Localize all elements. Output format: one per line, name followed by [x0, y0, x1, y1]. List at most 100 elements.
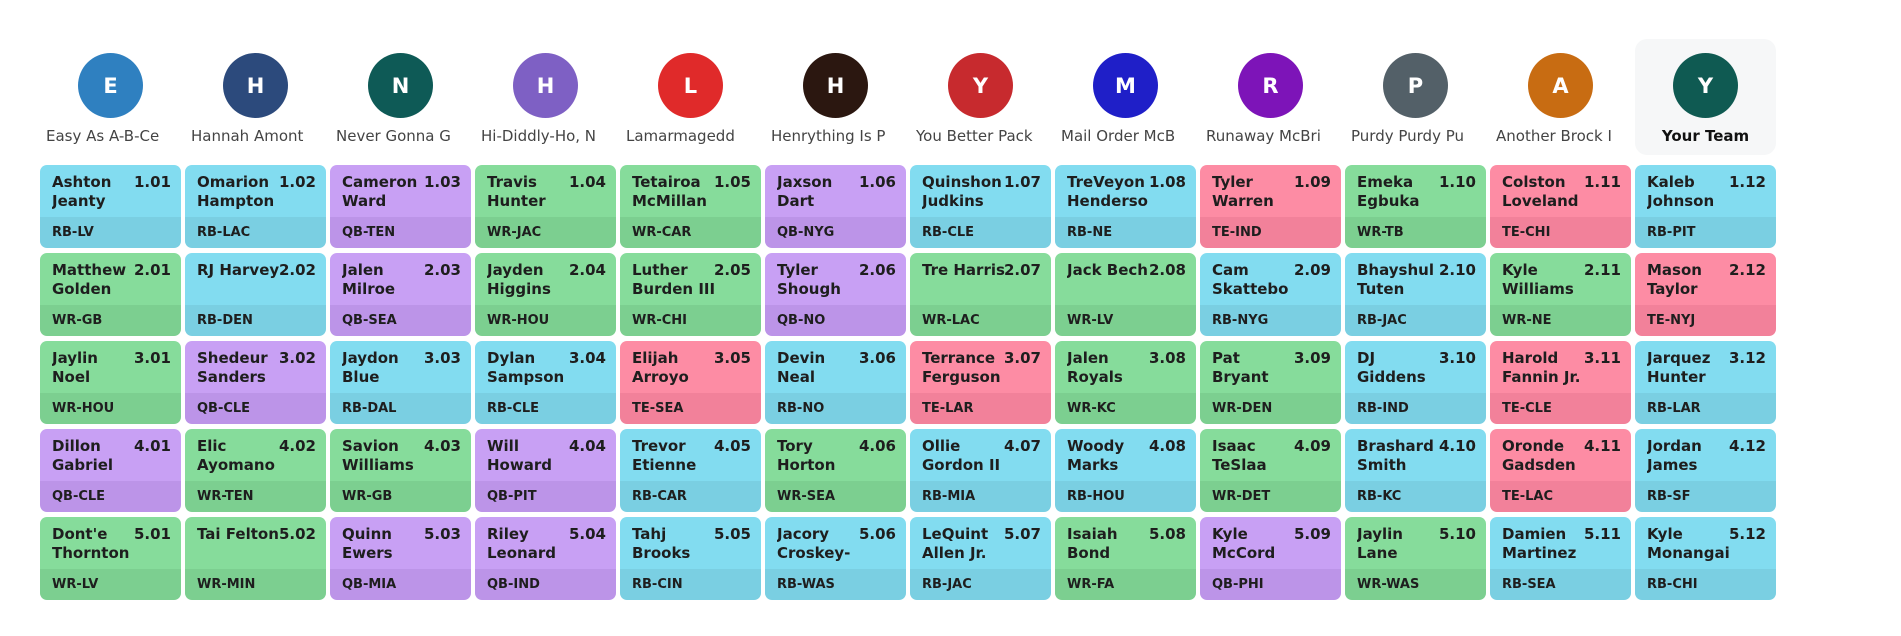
- pick-card[interactable]: Quinshon Judkins 1.07 RB-CLE: [910, 165, 1051, 248]
- player-position-team: WR-DEN: [1212, 401, 1273, 416]
- pick-card[interactable]: Brashard Smith 4.10 RB-KC: [1345, 429, 1486, 512]
- pick-card[interactable]: TreVeyon Henderson1.08 RB-NE: [1055, 165, 1196, 248]
- pick-card-top: [910, 429, 1051, 481]
- team-column-header[interactable]: H Hi-Diddly-Ho, N: [475, 39, 616, 155]
- pick-card[interactable]: Jalen Milroe 2.03 QB-SEA: [330, 253, 471, 336]
- pick-card[interactable]: Cam Skattebo 2.09 RB-NYG: [1200, 253, 1341, 336]
- pick-card[interactable]: Isaac TeSlaa 4.09 WR-DET: [1200, 429, 1341, 512]
- pick-card[interactable]: Jaylin Lane 5.10 WR-WAS: [1345, 517, 1486, 600]
- pick-card[interactable]: Jack Bech 2.08 WR-LV: [1055, 253, 1196, 336]
- pick-card[interactable]: Woody Marks 4.08 RB-HOU: [1055, 429, 1196, 512]
- team-column-header[interactable]: E Easy As A-B-Ce: [40, 39, 181, 155]
- pick-card[interactable]: Tyler Warren 1.09 TE-IND: [1200, 165, 1341, 248]
- player-position-team: RB-LAR: [1647, 401, 1701, 416]
- pick-card[interactable]: Jacory Croskey-M 5.06 RB-WAS: [765, 517, 906, 600]
- pick-card[interactable]: Quinn Ewers 5.03 QB-MIA: [330, 517, 471, 600]
- team-column-header[interactable]: Y Your Team: [1635, 39, 1776, 155]
- pick-card[interactable]: Pat Bryant 3.09 WR-DEN: [1200, 341, 1341, 424]
- player-name: Quinshon Judkins: [922, 173, 1002, 210]
- pick-number: 3.04: [568, 349, 606, 367]
- player-position-team: WR-LAC: [922, 313, 980, 328]
- player-position-team: RB-LV: [52, 225, 94, 240]
- pick-card-footer: [1635, 481, 1776, 512]
- pick-card-top: [185, 429, 326, 481]
- pick-card[interactable]: Elic Ayomanor4.02 WR-TEN: [185, 429, 326, 512]
- pick-card[interactable]: Jarquez Hunter 3.12 RB-LAR: [1635, 341, 1776, 424]
- team-column-header[interactable]: H Hannah Amont: [185, 39, 326, 155]
- team-column-header[interactable]: A Another Brock I: [1490, 39, 1631, 155]
- pick-card[interactable]: Savion Williams 4.03 WR-GB: [330, 429, 471, 512]
- pick-card[interactable]: Oronde Gadsden II 4.11 TE-LAC: [1490, 429, 1631, 512]
- pick-card[interactable]: Kaleb Johnson 1.12 RB-PIT: [1635, 165, 1776, 248]
- pick-card-top: [1635, 253, 1776, 305]
- pick-card[interactable]: Jayden Higgins 2.04 WR-HOU: [475, 253, 616, 336]
- pick-card[interactable]: Tyler Shough 2.06 QB-NO: [765, 253, 906, 336]
- team-column-header[interactable]: N Never Gonna G: [330, 39, 471, 155]
- player-position-team: RB-HOU: [1067, 489, 1125, 504]
- pick-card[interactable]: Cameron Ward 1.03 QB-TEN: [330, 165, 471, 248]
- pick-card[interactable]: Dylan Sampson 3.04 RB-CLE: [475, 341, 616, 424]
- pick-card[interactable]: Damien Martinez 5.11 RB-SEA: [1490, 517, 1631, 600]
- pick-card-top: [185, 253, 326, 305]
- pick-number: 2.03: [423, 261, 461, 279]
- pick-number: 1.05: [713, 173, 751, 191]
- pick-card[interactable]: LeQuint Allen Jr. 5.07 RB-JAC: [910, 517, 1051, 600]
- pick-card[interactable]: Jordan James 4.12 RB-SF: [1635, 429, 1776, 512]
- pick-card[interactable]: Isaiah Bond 5.08 WR-FA: [1055, 517, 1196, 600]
- pick-card[interactable]: Ashton Jeanty 1.01 RB-LV: [40, 165, 181, 248]
- pick-card[interactable]: DJ Giddens 3.10 RB-IND: [1345, 341, 1486, 424]
- pick-card[interactable]: Jaylin Noel 3.01 WR-HOU: [40, 341, 181, 424]
- pick-card[interactable]: Devin Neal 3.06 RB-NO: [765, 341, 906, 424]
- pick-card-footer: [40, 217, 181, 248]
- pick-card[interactable]: Jaydon Blue 3.03 RB-DAL: [330, 341, 471, 424]
- pick-card[interactable]: Elijah Arroyo 3.05 TE-SEA: [620, 341, 761, 424]
- pick-card[interactable]: Trevor Etienne 4.05 RB-CAR: [620, 429, 761, 512]
- pick-card[interactable]: Bhayshul Tuten 2.10 RB-JAC: [1345, 253, 1486, 336]
- team-column-header[interactable]: H Henrything Is P: [765, 39, 906, 155]
- player-position-team: RB-LAC: [197, 225, 251, 240]
- player-position-team: WR-TB: [1357, 225, 1404, 240]
- pick-card[interactable]: Travis Hunter 1.04 WR-JAC: [475, 165, 616, 248]
- pick-card[interactable]: Ollie Gordon II 4.07 RB-MIA: [910, 429, 1051, 512]
- player-position-team: WR-HOU: [52, 401, 115, 416]
- pick-card[interactable]: Shedeur Sanders 3.02 QB-CLE: [185, 341, 326, 424]
- pick-card[interactable]: RJ Harvey 2.02 RB-DEN: [185, 253, 326, 336]
- team-column-header[interactable]: L Lamarmagedd: [620, 39, 761, 155]
- pick-card-footer: [40, 481, 181, 512]
- team-name: Your Team: [1661, 127, 1750, 145]
- pick-card[interactable]: Emeka Egbuka 1.10 WR-TB: [1345, 165, 1486, 248]
- pick-card[interactable]: Dillon Gabriel 4.01 QB-CLE: [40, 429, 181, 512]
- pick-card[interactable]: Will Howard 4.04 QB-PIT: [475, 429, 616, 512]
- pick-card-top: [1635, 341, 1776, 393]
- pick-card[interactable]: Tre Harris 2.07 WR-LAC: [910, 253, 1051, 336]
- pick-card[interactable]: Tory Horton 4.06 WR-SEA: [765, 429, 906, 512]
- pick-card[interactable]: Jalen Royals 3.08 WR-KC: [1055, 341, 1196, 424]
- pick-card[interactable]: Kyle McCord 5.09 QB-PHI: [1200, 517, 1341, 600]
- team-column-header[interactable]: R Runaway McBri: [1200, 39, 1341, 155]
- team-column-header[interactable]: P Purdy Purdy Pu: [1345, 39, 1486, 155]
- pick-card[interactable]: Kyle Williams 2.11 WR-NE: [1490, 253, 1631, 336]
- pick-card[interactable]: Colston Loveland 1.11 TE-CHI: [1490, 165, 1631, 248]
- pick-card-top: [620, 429, 761, 481]
- pick-card[interactable]: Matthew Golden 2.01 WR-GB: [40, 253, 181, 336]
- pick-card[interactable]: Mason Taylor 2.12 TE-NYJ: [1635, 253, 1776, 336]
- pick-card-footer: [910, 393, 1051, 424]
- pick-card[interactable]: Tahj Brooks 5.05 RB-CIN: [620, 517, 761, 600]
- pick-card[interactable]: Omarion Hampton 1.02 RB-LAC: [185, 165, 326, 248]
- pick-card[interactable]: Riley Leonard 5.04 QB-IND: [475, 517, 616, 600]
- pick-card[interactable]: Terrance Ferguson 3.07 TE-LAR: [910, 341, 1051, 424]
- pick-card[interactable]: Luther Burden III 2.05 WR-CHI: [620, 253, 761, 336]
- pick-card[interactable]: Harold Fannin Jr. 3.11 TE-CLE: [1490, 341, 1631, 424]
- pick-card[interactable]: Tetairoa McMillan 1.05 WR-CAR: [620, 165, 761, 248]
- draft-round-row: Jaylin Noel 3.01 WR-HOU Shedeur Sanders 3.02…: [40, 341, 1780, 424]
- pick-card[interactable]: Tai Felton 5.02 WR-MIN: [185, 517, 326, 600]
- pick-card[interactable]: Dont'e Thornton J5.01 WR-LV: [40, 517, 181, 600]
- team-column-header[interactable]: Y You Better Pack: [910, 39, 1051, 155]
- player-name: Kyle Monangai: [1647, 525, 1730, 562]
- pick-card[interactable]: Jaxson Dart 1.06 QB-NYG: [765, 165, 906, 248]
- pick-card-top: [330, 165, 471, 217]
- team-column-header[interactable]: M Mail Order McB: [1055, 39, 1196, 155]
- pick-card-footer: [40, 393, 181, 424]
- pick-card-footer: [765, 217, 906, 248]
- pick-card[interactable]: Kyle Monangai 5.12 RB-CHI: [1635, 517, 1776, 600]
